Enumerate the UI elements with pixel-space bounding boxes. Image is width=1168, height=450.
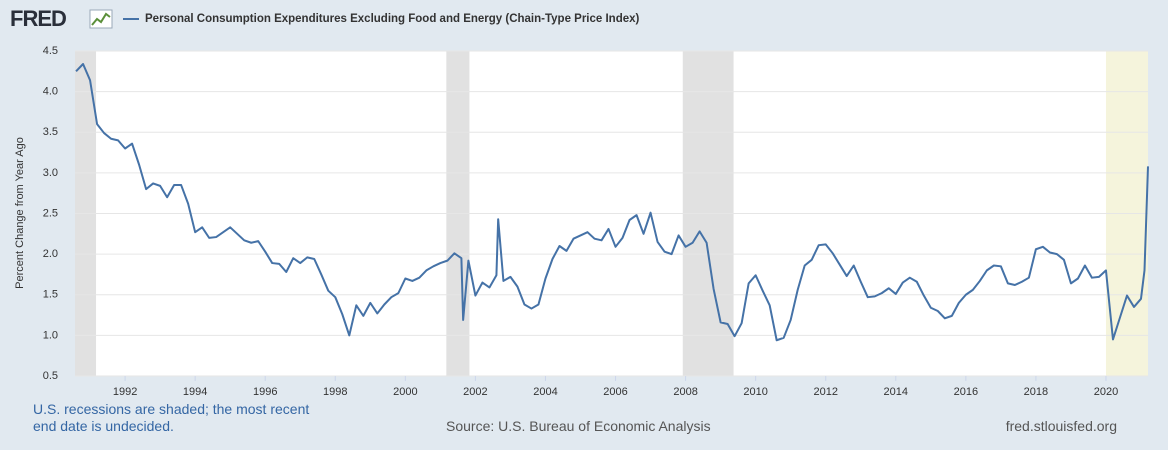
y-tick-label: 2.5	[43, 207, 58, 219]
logo-icon	[89, 9, 113, 29]
y-tick-label: 1.0	[43, 329, 58, 341]
x-tick-label: 2000	[393, 386, 417, 398]
x-tick-label: 1994	[183, 386, 207, 398]
x-tick-label: 1998	[323, 386, 347, 398]
x-tick-label: 2002	[463, 386, 487, 398]
source-note: Source: U.S. Bureau of Economic Analysis	[446, 418, 711, 434]
x-tick-label: 2004	[533, 386, 557, 398]
x-tick-label: 1992	[113, 386, 137, 398]
site-note: fred.stlouisfed.org	[1005, 418, 1117, 434]
y-tick-label: 4.0	[43, 86, 58, 98]
y-tick-label: 0.5	[43, 370, 58, 382]
y-axis-label: Percent Change from Year Ago	[14, 137, 26, 289]
y-tick-label: 4.5	[43, 45, 58, 57]
x-tick-label: 2008	[673, 386, 697, 398]
x-tick-label: 2020	[1094, 386, 1118, 398]
data-line	[75, 63, 1149, 342]
y-tick-label: 3.0	[43, 167, 58, 179]
x-tick-label: 2016	[954, 386, 978, 398]
y-tick-label: 1.5	[43, 289, 58, 301]
y-tick-label: 3.5	[43, 126, 58, 138]
x-tick-label: 1996	[253, 386, 277, 398]
x-tick-label: 2010	[743, 386, 767, 398]
x-tick-label: 2014	[884, 386, 908, 398]
legend-label: Personal Consumption Expenditures Exclud…	[145, 13, 640, 25]
x-tick-label: 2018	[1024, 386, 1048, 398]
brand-logo: FRED	[10, 6, 66, 31]
recession-note: U.S. recessions are shaded; the most rec…	[33, 401, 310, 434]
y-tick-label: 2.0	[43, 248, 58, 260]
x-tick-label: 2012	[813, 386, 837, 398]
x-tick-label: 2006	[603, 386, 627, 398]
